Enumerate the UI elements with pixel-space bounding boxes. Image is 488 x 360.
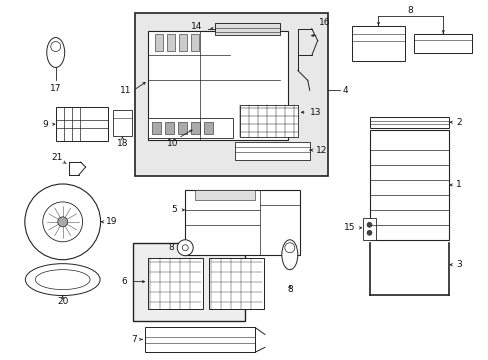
Bar [369,117,448,128]
Circle shape [177,240,193,256]
Text: 4: 4 [342,86,347,95]
Text: 10: 10 [166,139,178,148]
Bar [152,122,161,134]
Circle shape [366,230,371,235]
Bar [195,190,254,200]
Text: 7: 7 [131,335,137,344]
Text: 17: 17 [50,84,61,93]
Text: 11: 11 [120,86,131,95]
Circle shape [25,184,101,260]
Text: 9: 9 [42,120,48,129]
Text: 6: 6 [122,277,127,286]
Text: 15: 15 [344,223,355,232]
Text: 5: 5 [171,206,177,215]
Text: 8: 8 [168,243,174,252]
Bar [185,190,299,255]
Text: 8: 8 [407,6,412,15]
Bar [167,33,175,51]
Text: 19: 19 [105,217,117,226]
Text: 13: 13 [309,108,321,117]
Bar [133,243,244,321]
Circle shape [42,202,82,242]
Bar [179,33,187,51]
Bar [413,33,471,54]
Ellipse shape [281,240,297,270]
Bar [178,122,187,134]
Circle shape [51,41,61,51]
Ellipse shape [35,270,90,289]
Text: 3: 3 [455,260,461,269]
Text: 16: 16 [318,18,329,27]
Circle shape [182,245,188,251]
Text: 2: 2 [455,118,461,127]
Bar [191,33,199,51]
Bar [165,122,174,134]
Text: 18: 18 [117,139,128,148]
Bar [240,105,297,137]
Bar [148,31,287,140]
Bar [351,26,405,62]
Text: 8: 8 [286,285,292,294]
Bar [369,130,448,240]
Bar [215,23,279,35]
Bar [203,122,213,134]
Bar [362,218,376,240]
Bar [135,13,327,176]
Text: 12: 12 [315,145,326,154]
Bar [209,258,264,310]
Circle shape [366,222,371,227]
Text: 20: 20 [57,297,68,306]
Ellipse shape [25,264,100,296]
Bar [191,122,200,134]
Circle shape [58,217,67,227]
Circle shape [285,243,294,253]
Bar [235,142,309,160]
Text: 21: 21 [51,153,62,162]
Bar [56,107,107,141]
Text: 1: 1 [455,180,461,189]
Bar [148,258,203,310]
Bar [148,118,233,138]
Bar [215,23,279,35]
Bar [112,110,132,136]
Bar [145,328,254,352]
Text: 14: 14 [190,22,202,31]
Bar [155,33,163,51]
Ellipse shape [47,37,64,67]
